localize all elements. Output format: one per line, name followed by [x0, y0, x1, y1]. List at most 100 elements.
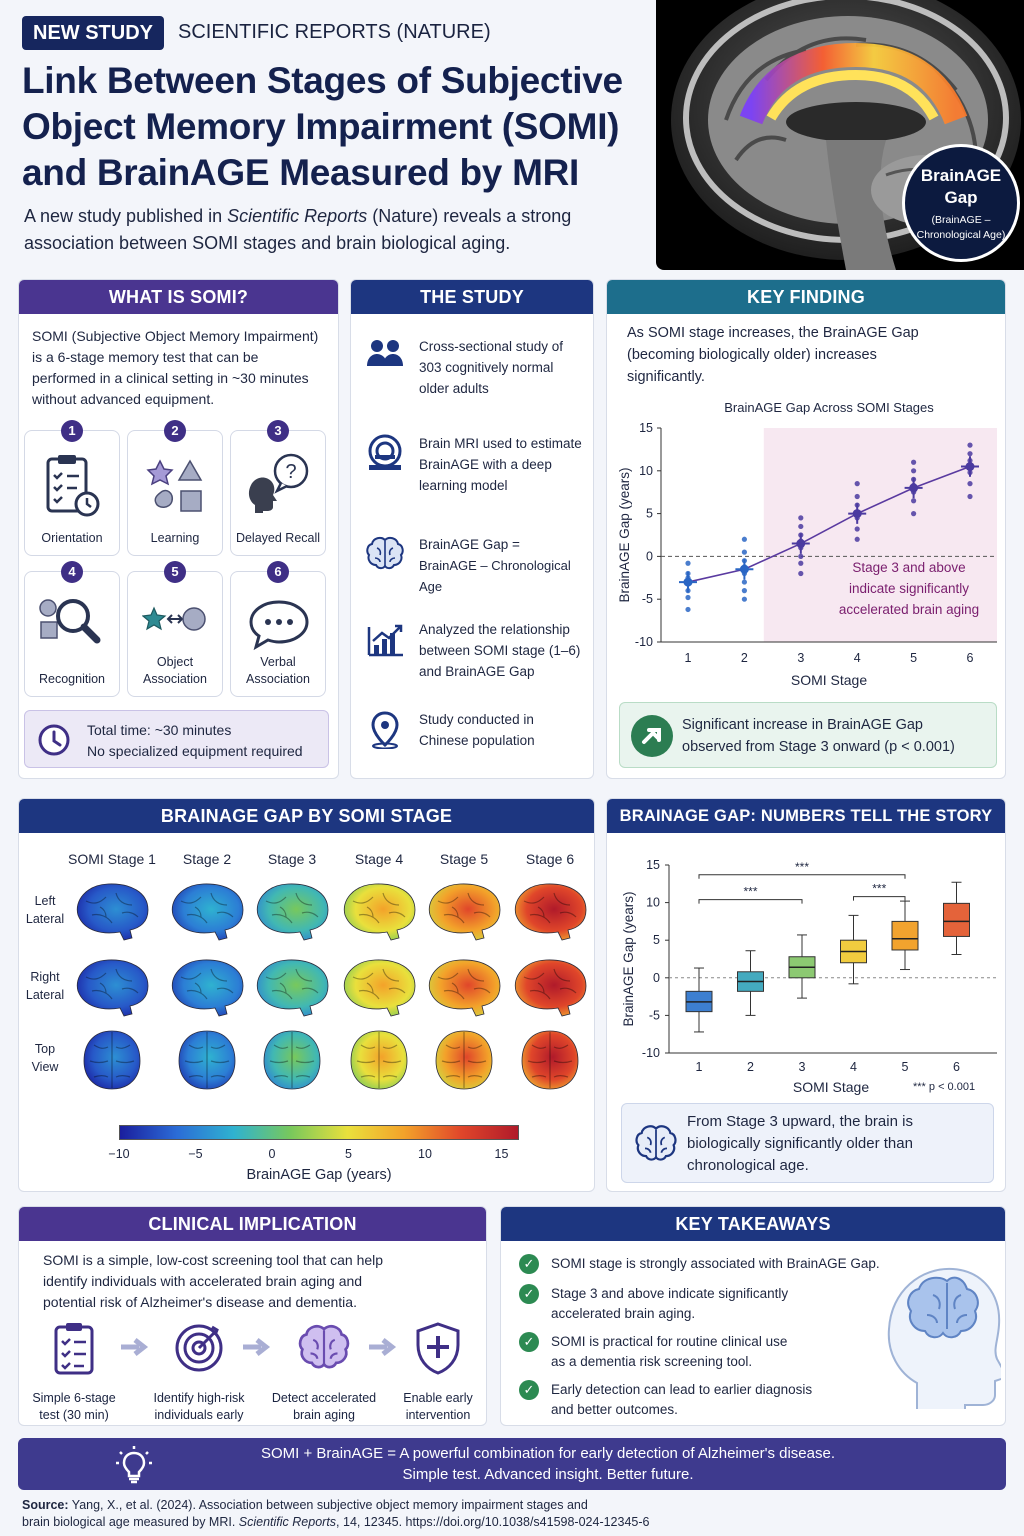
colorbar-tick-label: −5: [188, 1147, 203, 1161]
page-title: Link Between Stages of Subjective Object…: [22, 58, 652, 196]
check-icon: ✓: [519, 1380, 539, 1400]
brain-shape: [76, 883, 149, 941]
shapes-icon: [146, 459, 203, 512]
data-point: [798, 570, 804, 577]
mean-point: [683, 577, 693, 587]
data-point: [741, 549, 747, 555]
mean-point: [796, 539, 806, 549]
view-row-label: Left Lateral: [25, 894, 65, 926]
data-point: [685, 606, 691, 613]
key-finding-heading: KEY FINDING: [607, 280, 1005, 314]
x-tick-label: 2: [747, 1060, 754, 1074]
x-tick-label: 5: [902, 1060, 909, 1074]
colorbar-label: BrainAGE Gap (years): [246, 1167, 392, 1183]
trend-line: [687, 465, 971, 583]
brain-shape: [178, 1030, 236, 1090]
source-citation: Source: Yang, X., et al. (2024). Associa…: [22, 1498, 650, 1529]
significance-label: ***: [795, 860, 809, 874]
what-is-somi-heading: WHAT IS SOMI?: [19, 280, 338, 314]
svg-text:?: ?: [285, 461, 296, 483]
data-point: [967, 493, 973, 500]
mean-point: [739, 564, 749, 574]
arrow-right-icon: [243, 1338, 271, 1356]
data-point: [967, 451, 973, 457]
brain-heatmap: [428, 959, 501, 1017]
data-point: [685, 560, 691, 566]
takeaway-item: ✓ Stage 3 and above indicate significantl…: [519, 1284, 788, 1324]
data-point: [911, 498, 917, 504]
brain-sulci: [269, 1032, 315, 1088]
head-brain-icon: [887, 1267, 1001, 1409]
checklist-icon: [54, 1323, 94, 1375]
shield-plus-icon: [416, 1322, 460, 1375]
takeaway-item: ✓ SOMI is practical for routine clinical …: [519, 1332, 787, 1372]
lightbulb-icon: [116, 1446, 152, 1484]
the-study-heading: THE STUDY: [351, 280, 593, 314]
stage-column-label: Stage 6: [525, 851, 575, 867]
clinical-implication-heading: CLINICAL IMPLICATION: [19, 1207, 486, 1241]
x-tick-label: 3: [797, 651, 804, 665]
brain-shape: [428, 883, 501, 941]
x-axis-label: SOMI Stage: [791, 672, 867, 688]
summary-banner: SOMI + BrainAGE = A powerful combination…: [18, 1438, 1006, 1490]
mri-scanner-icon: [368, 434, 402, 470]
brain-heatmap: [428, 883, 501, 941]
colorbar-tick-label: 5: [345, 1147, 352, 1161]
study-item: Brain MRI used to estimate BrainAGE with …: [365, 433, 585, 496]
stage-column-label: SOMI Stage 1: [68, 851, 156, 867]
brainage-boxplot-chart: 15 10 5 0 -5 -10 1 2 3 4 5 6 SOMI Stage BrainAGE Gap …: [621, 858, 997, 1095]
colorbar-tick-label: 15: [494, 1147, 509, 1161]
new-study-badge: NEW STUDY: [22, 16, 164, 50]
y-axis-label: BrainAGE Gap (years): [621, 891, 636, 1026]
check-icon: ✓: [519, 1254, 539, 1274]
brainage-trend-chart: BrainAGE Gap Across SOMI Stages151050-5-…: [617, 400, 997, 688]
stage-column-label: Stage 5: [439, 851, 489, 867]
brain-heatmap: [514, 883, 587, 941]
brain-shape: [521, 1030, 579, 1090]
clinical-step: Identify high-risk individuals early: [147, 1321, 251, 1424]
star-arrow-circle-icon: [142, 606, 206, 631]
significance-bracket: [698, 899, 803, 904]
brain-heatmap: [521, 1030, 579, 1090]
brain-sulci: [441, 1032, 487, 1088]
brain-heatmap: [76, 959, 149, 1017]
data-point: [741, 536, 747, 542]
significance-label: ***: [872, 882, 886, 896]
brain-heatmap: [171, 959, 244, 1017]
brain-sulci: [265, 968, 319, 1000]
intro-text: A new study published in Scientific Repo…: [24, 206, 572, 253]
data-point: [798, 515, 804, 521]
key-finding-card: KEY FINDING As SOMI stage increases, the…: [606, 279, 1006, 779]
y-tick-label: -5: [649, 1008, 660, 1022]
brain-shape: [83, 1030, 141, 1090]
clinical-text: SOMI is a simple, low-cost screening too…: [43, 1252, 384, 1310]
magnifier-shapes-icon: [39, 599, 101, 644]
chart-annotation: Stage 3 and above: [852, 560, 965, 575]
brain-sulci: [184, 1032, 230, 1088]
colorbar-tick-label: 10: [418, 1147, 432, 1161]
x-axis-label: SOMI Stage: [793, 1079, 869, 1095]
stage-tile-recognition: 4 Recognition: [24, 561, 120, 697]
x-tick-label: 1: [696, 1060, 703, 1074]
brain-sulci: [523, 968, 577, 1000]
significance-bracket: [698, 874, 906, 879]
brain-heatmap: [76, 883, 149, 941]
brain-shape: [343, 883, 416, 941]
brain-shape: [514, 883, 587, 941]
y-tick-label: -5: [642, 592, 653, 606]
key-finding-callout: Significant increase in BrainAGE Gap obs…: [619, 702, 997, 768]
x-tick-label: 2: [741, 651, 748, 665]
view-row-label: Right Lateral: [25, 970, 65, 1002]
brain-heatmap: [171, 883, 244, 941]
colorbar-tick-label: 0: [268, 1147, 276, 1161]
data-point: [967, 442, 973, 448]
title-line: and BrainAGE Measured by MRI: [22, 152, 579, 193]
brain-sulci: [437, 892, 491, 924]
brain-shape: [256, 883, 329, 941]
brain-shape: [343, 959, 416, 1017]
brain-sulci: [180, 892, 234, 924]
numbers-callout: From Stage 3 upward, the brain is biolog…: [621, 1103, 994, 1183]
brain-heatmap: [435, 1030, 493, 1090]
chart-title: BrainAGE Gap Across SOMI Stages: [724, 400, 934, 415]
colorbar: [119, 1125, 519, 1140]
